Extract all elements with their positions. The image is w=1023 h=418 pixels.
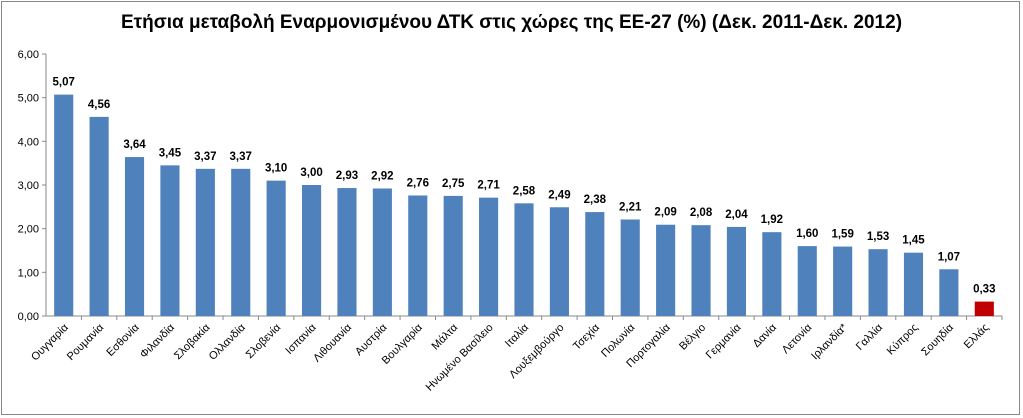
chart-title: Ετήσια μεταβολή Εναρμονισμένου ΔΤΚ στις …	[120, 12, 903, 33]
data-label: 1,60	[796, 228, 818, 240]
x-tick-label: Ρουμανία	[65, 321, 107, 363]
data-label: 4,56	[88, 99, 110, 111]
bar	[160, 165, 180, 316]
x-tick-label: Λιθουανία	[311, 321, 354, 364]
data-label: 3,00	[300, 167, 322, 179]
bar	[549, 207, 569, 316]
x-tick-label: Γερμανία	[704, 321, 744, 361]
bar	[903, 252, 924, 316]
bar	[266, 180, 286, 316]
bar	[868, 249, 888, 316]
x-tick-label: Δανία	[751, 321, 780, 350]
x-tick-label: Βέλγιο	[677, 322, 708, 353]
x-tick-label: Λετονία	[780, 321, 815, 356]
x-tick-label: Ηνωμένο Βασίλειο	[424, 322, 496, 394]
data-label: 2,58	[513, 185, 536, 197]
data-label: 2,49	[548, 189, 570, 201]
y-tick-label: 3,00	[18, 180, 39, 192]
data-label: 2,76	[407, 177, 429, 189]
bar	[691, 225, 711, 316]
data-label: 0,33	[973, 284, 995, 296]
x-tick-label: Ουγγαρία	[29, 321, 71, 363]
data-label: 1,92	[761, 214, 783, 226]
data-label: 5,07	[53, 77, 75, 89]
data-label: 2,93	[336, 170, 358, 182]
data-label: 2,38	[584, 194, 607, 206]
bar	[762, 232, 782, 316]
x-tick-label: Φιλανδία	[138, 321, 178, 361]
bar	[939, 269, 959, 316]
x-tick-label: Ολλανδία	[207, 321, 249, 363]
data-label: 1,59	[831, 229, 853, 241]
bar	[726, 226, 747, 316]
bar	[124, 157, 145, 316]
bar	[443, 195, 463, 316]
data-label: 2,08	[690, 207, 713, 219]
x-tick-label: Κύπρος	[885, 322, 921, 358]
data-label: 2,04	[725, 209, 748, 221]
bar	[974, 301, 994, 316]
bar	[514, 203, 534, 316]
bars	[54, 94, 994, 316]
x-tick-label: Σουηδία	[919, 321, 956, 358]
bar	[89, 116, 109, 316]
y-tick-label: 0,00	[18, 311, 39, 323]
data-label: 1,53	[867, 231, 889, 243]
data-label: 2,71	[477, 180, 500, 192]
y-tick-label: 2,00	[18, 224, 39, 236]
bar	[54, 94, 74, 316]
bar	[797, 246, 817, 316]
x-tick-label: Σλοβενία	[244, 321, 284, 361]
x-tick-label: Σλοβακία	[172, 321, 213, 362]
bar	[585, 212, 605, 316]
x-tick-label: Ιρλανδία*	[809, 321, 850, 362]
bar	[372, 188, 392, 316]
y-tick-label: 5,00	[18, 93, 39, 105]
y-tick-label: 1,00	[18, 267, 39, 279]
bar	[833, 246, 853, 316]
bar	[231, 168, 251, 316]
y-tick-label: 6,00	[18, 49, 39, 61]
bar	[479, 197, 499, 316]
data-label: 3,37	[194, 151, 216, 163]
data-label: 1,07	[938, 251, 960, 263]
data-label: 2,75	[442, 178, 465, 190]
data-label: 3,10	[265, 163, 287, 175]
data-label: 3,45	[159, 147, 182, 159]
data-label: 2,21	[619, 201, 642, 213]
bar	[301, 185, 322, 316]
x-tick-label: Ισπανία	[283, 321, 319, 357]
data-label: 2,92	[371, 170, 393, 182]
x-tick-label: Ελλάς	[962, 322, 992, 352]
bar	[337, 188, 357, 316]
x-tick-label: Μάλτα	[429, 321, 460, 352]
x-tick-label: Τσεχία	[571, 321, 602, 352]
y-tick-label: 4,00	[18, 136, 39, 148]
bar	[620, 219, 640, 316]
x-tick-label: Εσθονία	[104, 321, 142, 359]
data-label: 1,45	[902, 235, 925, 247]
data-label: 3,64	[123, 139, 146, 151]
bar	[656, 224, 676, 316]
x-tick-label: Γαλλία	[854, 321, 886, 353]
data-label: 2,09	[654, 207, 676, 219]
x-tick-label: Ιταλία	[503, 321, 532, 350]
bar	[195, 168, 215, 316]
bar	[408, 195, 428, 316]
data-label: 3,37	[230, 151, 252, 163]
